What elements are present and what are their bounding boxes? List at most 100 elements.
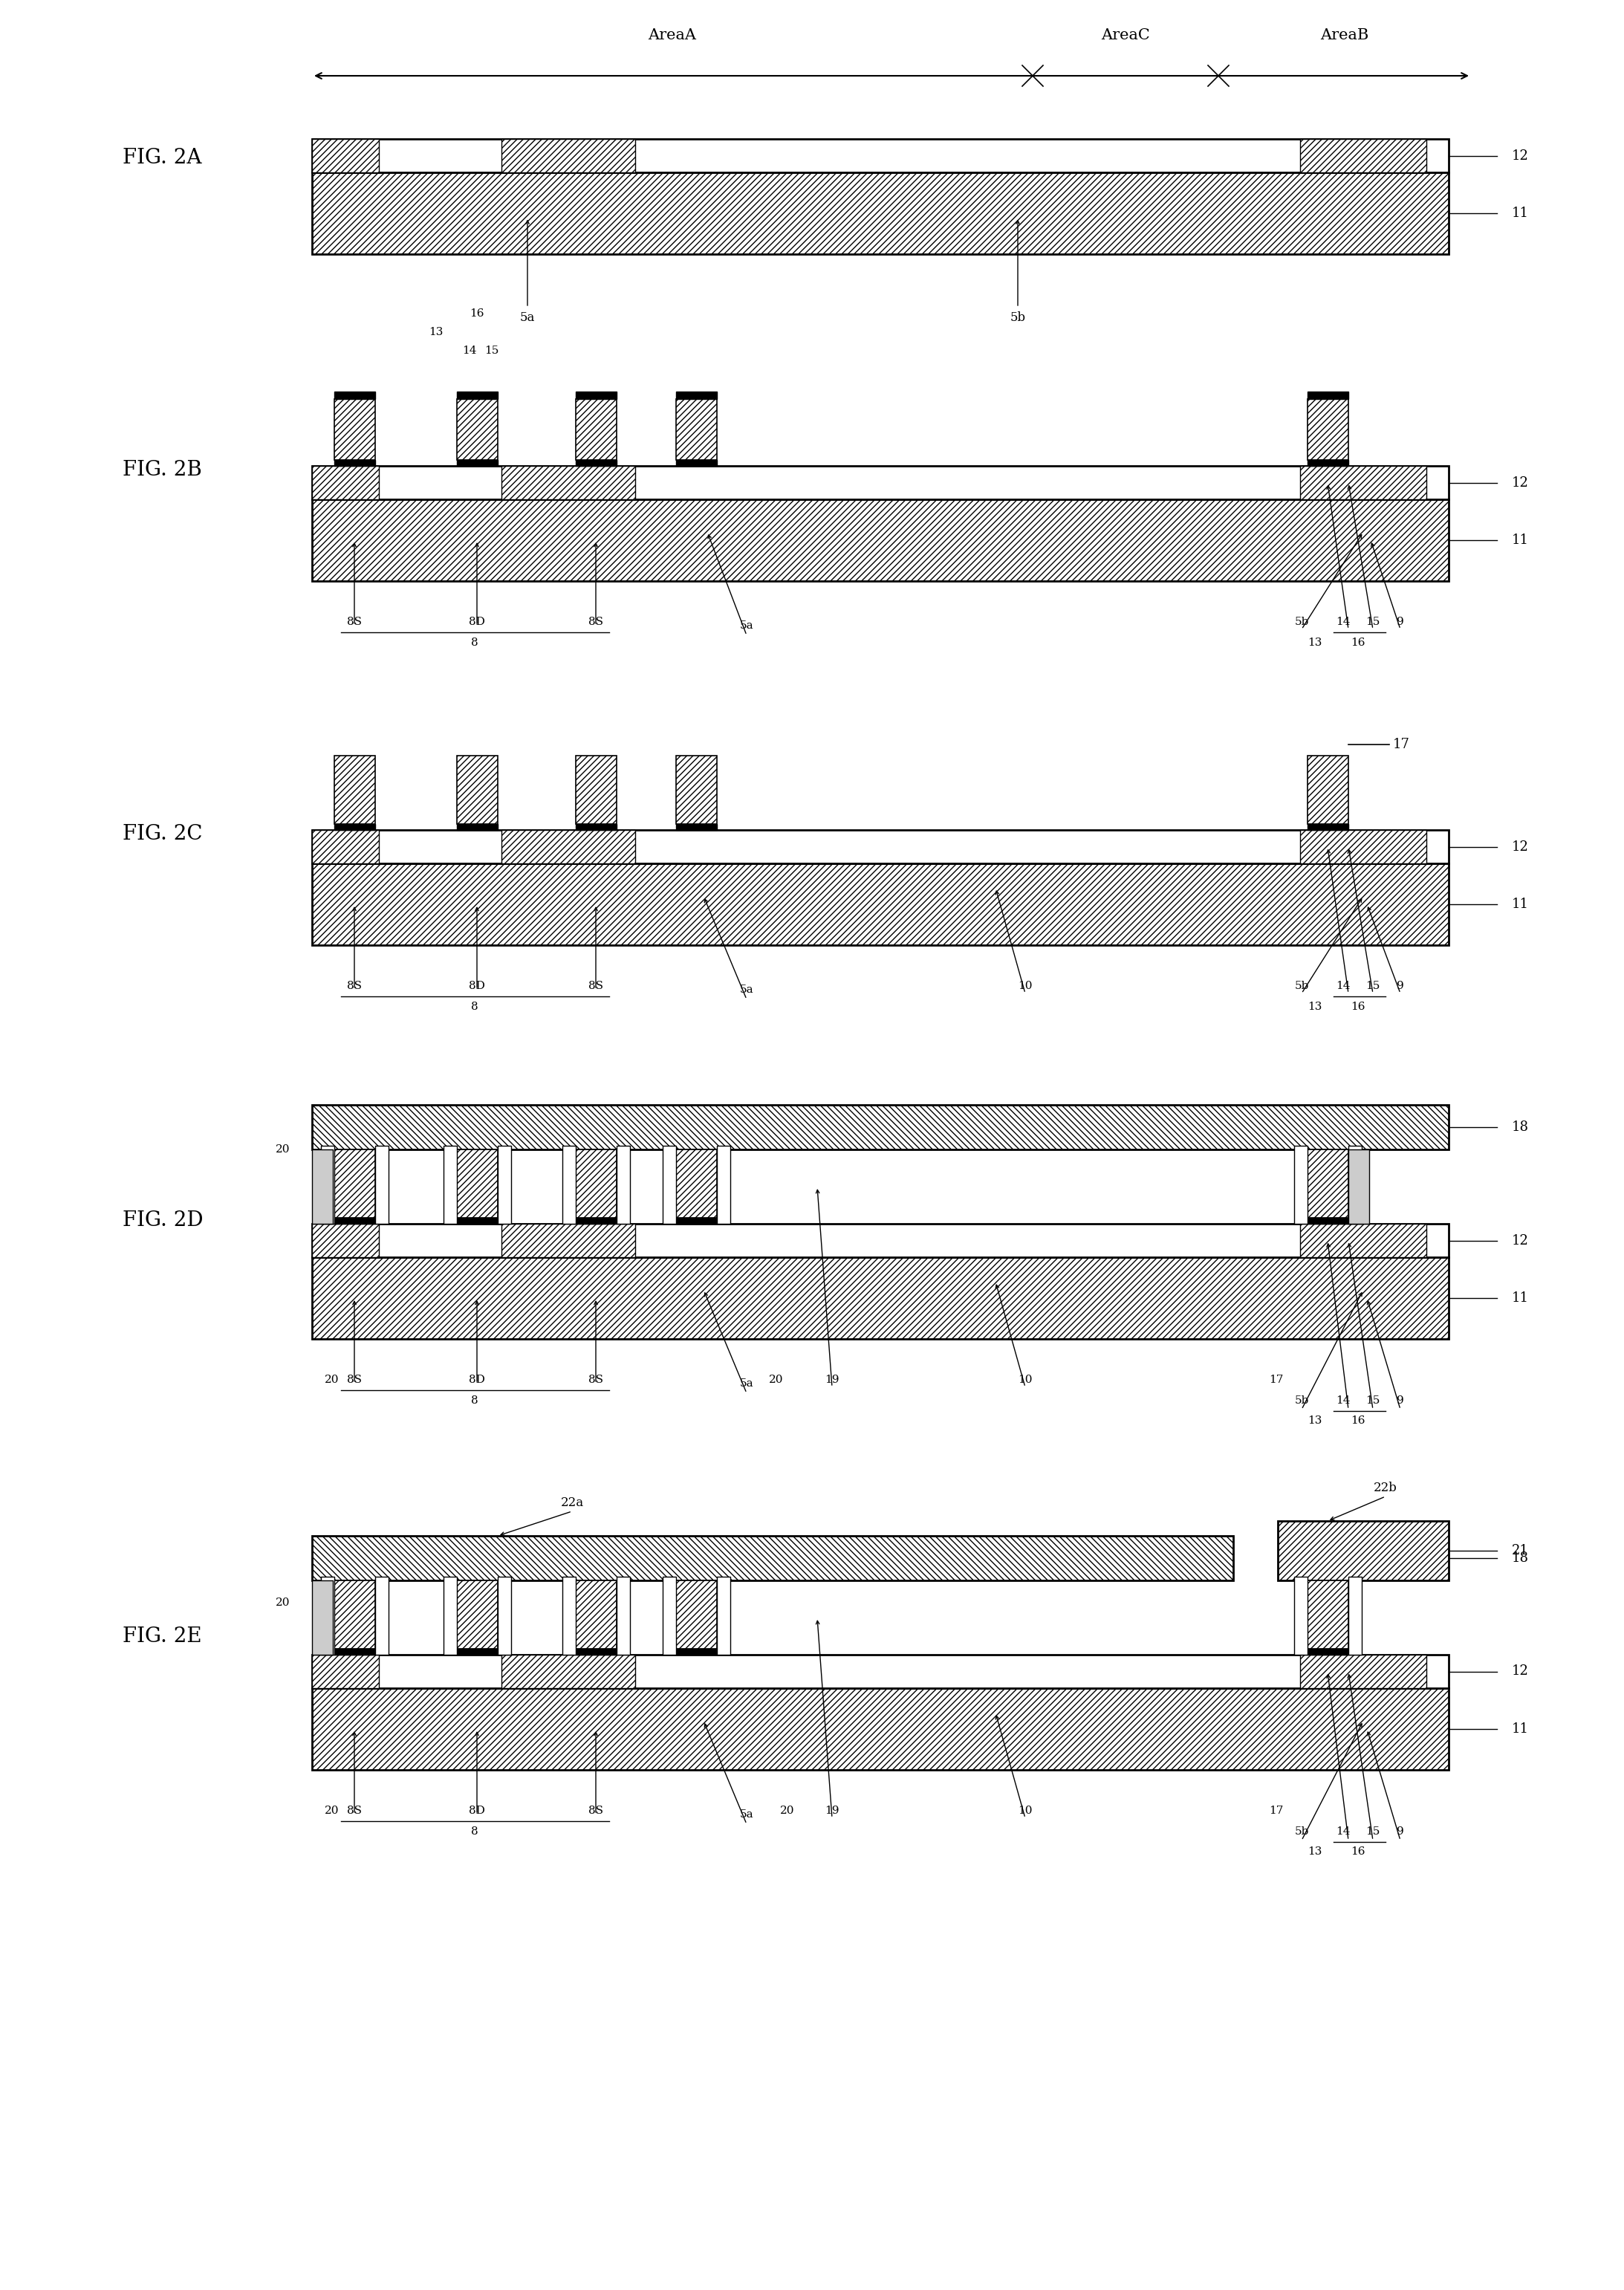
Bar — [502, 140, 635, 172]
Bar — [676, 398, 716, 460]
Bar — [312, 1223, 1449, 1257]
Bar — [577, 1150, 617, 1218]
Bar — [663, 1578, 676, 1656]
Bar — [1294, 1145, 1307, 1223]
Bar — [676, 392, 716, 398]
Text: 12: 12 — [1512, 1234, 1528, 1248]
Bar — [312, 140, 1449, 172]
Text: 13: 13 — [429, 327, 443, 337]
Bar — [312, 1537, 1233, 1580]
Bar — [577, 1218, 617, 1223]
Bar — [676, 1580, 716, 1649]
Text: 8S: 8S — [348, 1374, 362, 1385]
Text: 16: 16 — [469, 309, 484, 318]
Text: FIG. 2A: FIG. 2A — [122, 147, 201, 167]
Text: 14: 14 — [1337, 980, 1351, 992]
Bar — [1307, 1580, 1348, 1649]
Text: 11: 11 — [1512, 898, 1528, 911]
Text: 12: 12 — [1512, 1665, 1528, 1679]
Text: 13: 13 — [1307, 637, 1322, 648]
Text: 11: 11 — [1512, 534, 1528, 547]
Text: 14: 14 — [1337, 616, 1351, 627]
Bar — [502, 1656, 635, 1688]
Bar — [617, 1578, 630, 1656]
Bar — [312, 1688, 1449, 1770]
Bar — [676, 1218, 716, 1223]
Bar — [456, 1150, 497, 1218]
Bar — [676, 1150, 716, 1218]
Bar — [577, 392, 617, 398]
Bar — [375, 1578, 388, 1656]
Text: 5b: 5b — [1294, 616, 1309, 627]
Text: 16: 16 — [1351, 1415, 1366, 1427]
Text: 15: 15 — [1366, 980, 1380, 992]
Text: 5b: 5b — [1294, 980, 1309, 992]
Text: 8S: 8S — [348, 1805, 362, 1816]
Text: FIG. 2D: FIG. 2D — [122, 1209, 203, 1230]
Text: FIG. 2E: FIG. 2E — [122, 1626, 201, 1647]
Text: 5b: 5b — [1294, 1395, 1309, 1406]
Bar — [1301, 465, 1426, 499]
Text: 8S: 8S — [588, 980, 603, 992]
Bar — [312, 1257, 1449, 1340]
Bar — [676, 824, 716, 829]
Text: FIG. 2C: FIG. 2C — [122, 824, 203, 843]
Text: 9: 9 — [1397, 1827, 1405, 1837]
Text: 10: 10 — [1018, 1374, 1033, 1385]
Bar — [1307, 392, 1348, 398]
Bar — [312, 829, 378, 863]
Bar — [676, 460, 716, 465]
Text: 8D: 8D — [469, 1374, 486, 1385]
Bar — [502, 829, 635, 863]
Bar — [497, 1145, 512, 1223]
Text: 19: 19 — [825, 1805, 840, 1816]
Bar — [322, 1145, 335, 1223]
Bar — [1348, 1145, 1363, 1223]
Text: 8: 8 — [471, 1001, 479, 1012]
Text: 22b: 22b — [1374, 1482, 1397, 1493]
Text: 9: 9 — [1397, 1395, 1405, 1406]
Bar — [312, 172, 1449, 254]
Bar — [716, 1578, 731, 1656]
Text: AreaA: AreaA — [648, 27, 697, 41]
Text: 5a: 5a — [739, 1809, 754, 1821]
Text: 13: 13 — [1307, 1415, 1322, 1427]
Bar — [312, 1580, 333, 1656]
Bar — [577, 1580, 617, 1649]
Text: 5a: 5a — [739, 1379, 754, 1388]
Text: AreaC: AreaC — [1101, 27, 1150, 41]
Bar — [335, 1649, 375, 1656]
Bar — [335, 460, 375, 465]
Text: 15: 15 — [1366, 616, 1380, 627]
Bar — [577, 460, 617, 465]
Text: 20: 20 — [274, 1598, 289, 1608]
Text: 8D: 8D — [469, 1805, 486, 1816]
Bar — [312, 1656, 378, 1688]
Bar — [1307, 460, 1348, 465]
Text: 5b: 5b — [1294, 1827, 1309, 1837]
Text: 15: 15 — [484, 346, 499, 355]
Bar — [312, 829, 1449, 863]
Bar — [1307, 1150, 1348, 1218]
Bar — [312, 465, 1449, 499]
Text: 9: 9 — [1397, 616, 1405, 627]
Text: 8: 8 — [471, 1827, 479, 1837]
Text: 5a: 5a — [739, 621, 754, 630]
Text: 20: 20 — [770, 1374, 784, 1385]
Bar — [1307, 398, 1348, 460]
Text: 16: 16 — [1351, 1001, 1366, 1012]
Bar — [577, 756, 617, 824]
Bar — [312, 1150, 333, 1223]
Text: AreaB: AreaB — [1320, 27, 1369, 41]
Bar — [312, 1656, 1449, 1688]
Bar — [1301, 829, 1426, 863]
Text: 11: 11 — [1512, 206, 1528, 220]
Text: 20: 20 — [274, 1145, 289, 1154]
Text: 5a: 5a — [739, 985, 754, 994]
Bar — [456, 1649, 497, 1656]
Bar — [456, 460, 497, 465]
Bar — [676, 756, 716, 824]
Text: 8S: 8S — [588, 616, 603, 627]
Bar — [456, 824, 497, 829]
Text: 14: 14 — [1337, 1395, 1351, 1406]
